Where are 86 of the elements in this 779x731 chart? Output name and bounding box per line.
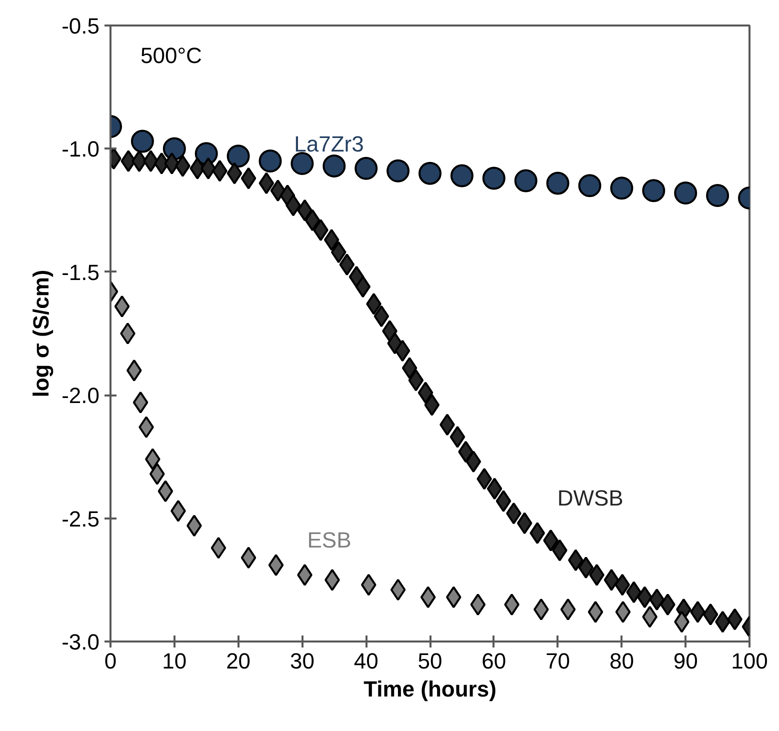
point [330,241,346,264]
point [642,179,666,202]
point [130,130,154,153]
series-label: La7Zr3 [294,131,364,156]
x-tick-label: 100 [731,648,768,674]
point [649,588,665,611]
y-tick-label: -1.0 [62,136,100,162]
y-axis-title: log σ (S/cm) [28,270,54,398]
point [360,574,376,596]
x-tick-label: 0 [104,648,117,674]
point [514,169,538,192]
point [386,159,410,182]
x-axis-title: Time (hours) [364,676,496,702]
point [516,512,532,534]
point [126,359,142,382]
point [560,598,576,620]
point [402,356,418,379]
point [374,305,390,328]
x-tick-label: 40 [354,648,378,674]
point [390,578,406,601]
point [120,322,136,344]
point [615,600,631,623]
point [322,154,346,178]
point [626,581,642,604]
point [496,490,512,512]
x-tick-label: 10 [162,648,187,674]
point [546,172,570,195]
point [588,600,604,623]
x-tick-label: 30 [290,648,314,674]
y-tick-label: -3.0 [62,630,100,654]
point [394,340,410,362]
point [162,137,186,160]
y-tick-label: -2.5 [62,506,100,532]
y-tick-label: -2.0 [62,383,100,408]
point [466,450,482,473]
y-tick-label: -0.5 [62,14,100,38]
point [420,586,436,608]
y-tick-label: -1.5 [62,260,100,285]
annotation: 500°C [140,43,202,68]
point [149,462,165,485]
point [604,568,620,591]
point [614,574,630,596]
x-tick-label: 70 [546,648,570,674]
point [482,166,506,190]
series-label: DWSB [557,486,624,511]
x-tick-label: 60 [482,648,506,674]
point [610,176,634,200]
series-label: ESB [307,527,352,552]
x-tick-label: 80 [609,648,634,674]
point [446,586,462,608]
point [706,184,730,207]
x-tick-label: 20 [226,648,251,674]
point [258,172,274,194]
point [132,391,148,414]
point [226,162,242,184]
point [578,174,602,198]
x-tick-label: 90 [673,648,698,674]
point [450,164,474,188]
point [339,254,355,276]
point [418,382,434,404]
point [304,209,320,232]
point [268,554,284,576]
point [210,536,226,559]
point [164,152,180,174]
point [158,480,174,502]
point [114,295,130,318]
point [470,594,486,616]
point [450,426,466,448]
point [418,162,442,185]
point [240,167,256,190]
point [355,276,371,298]
point [324,228,340,251]
point [702,603,718,626]
point [290,152,314,175]
point [354,156,378,180]
point [674,182,698,205]
point [424,394,440,416]
x-tick-label: 50 [418,648,442,674]
point [258,150,282,172]
point [714,610,730,633]
point [530,522,546,544]
point [486,478,502,500]
point [226,144,250,168]
point [578,556,594,579]
point [408,369,424,392]
point [240,546,256,569]
